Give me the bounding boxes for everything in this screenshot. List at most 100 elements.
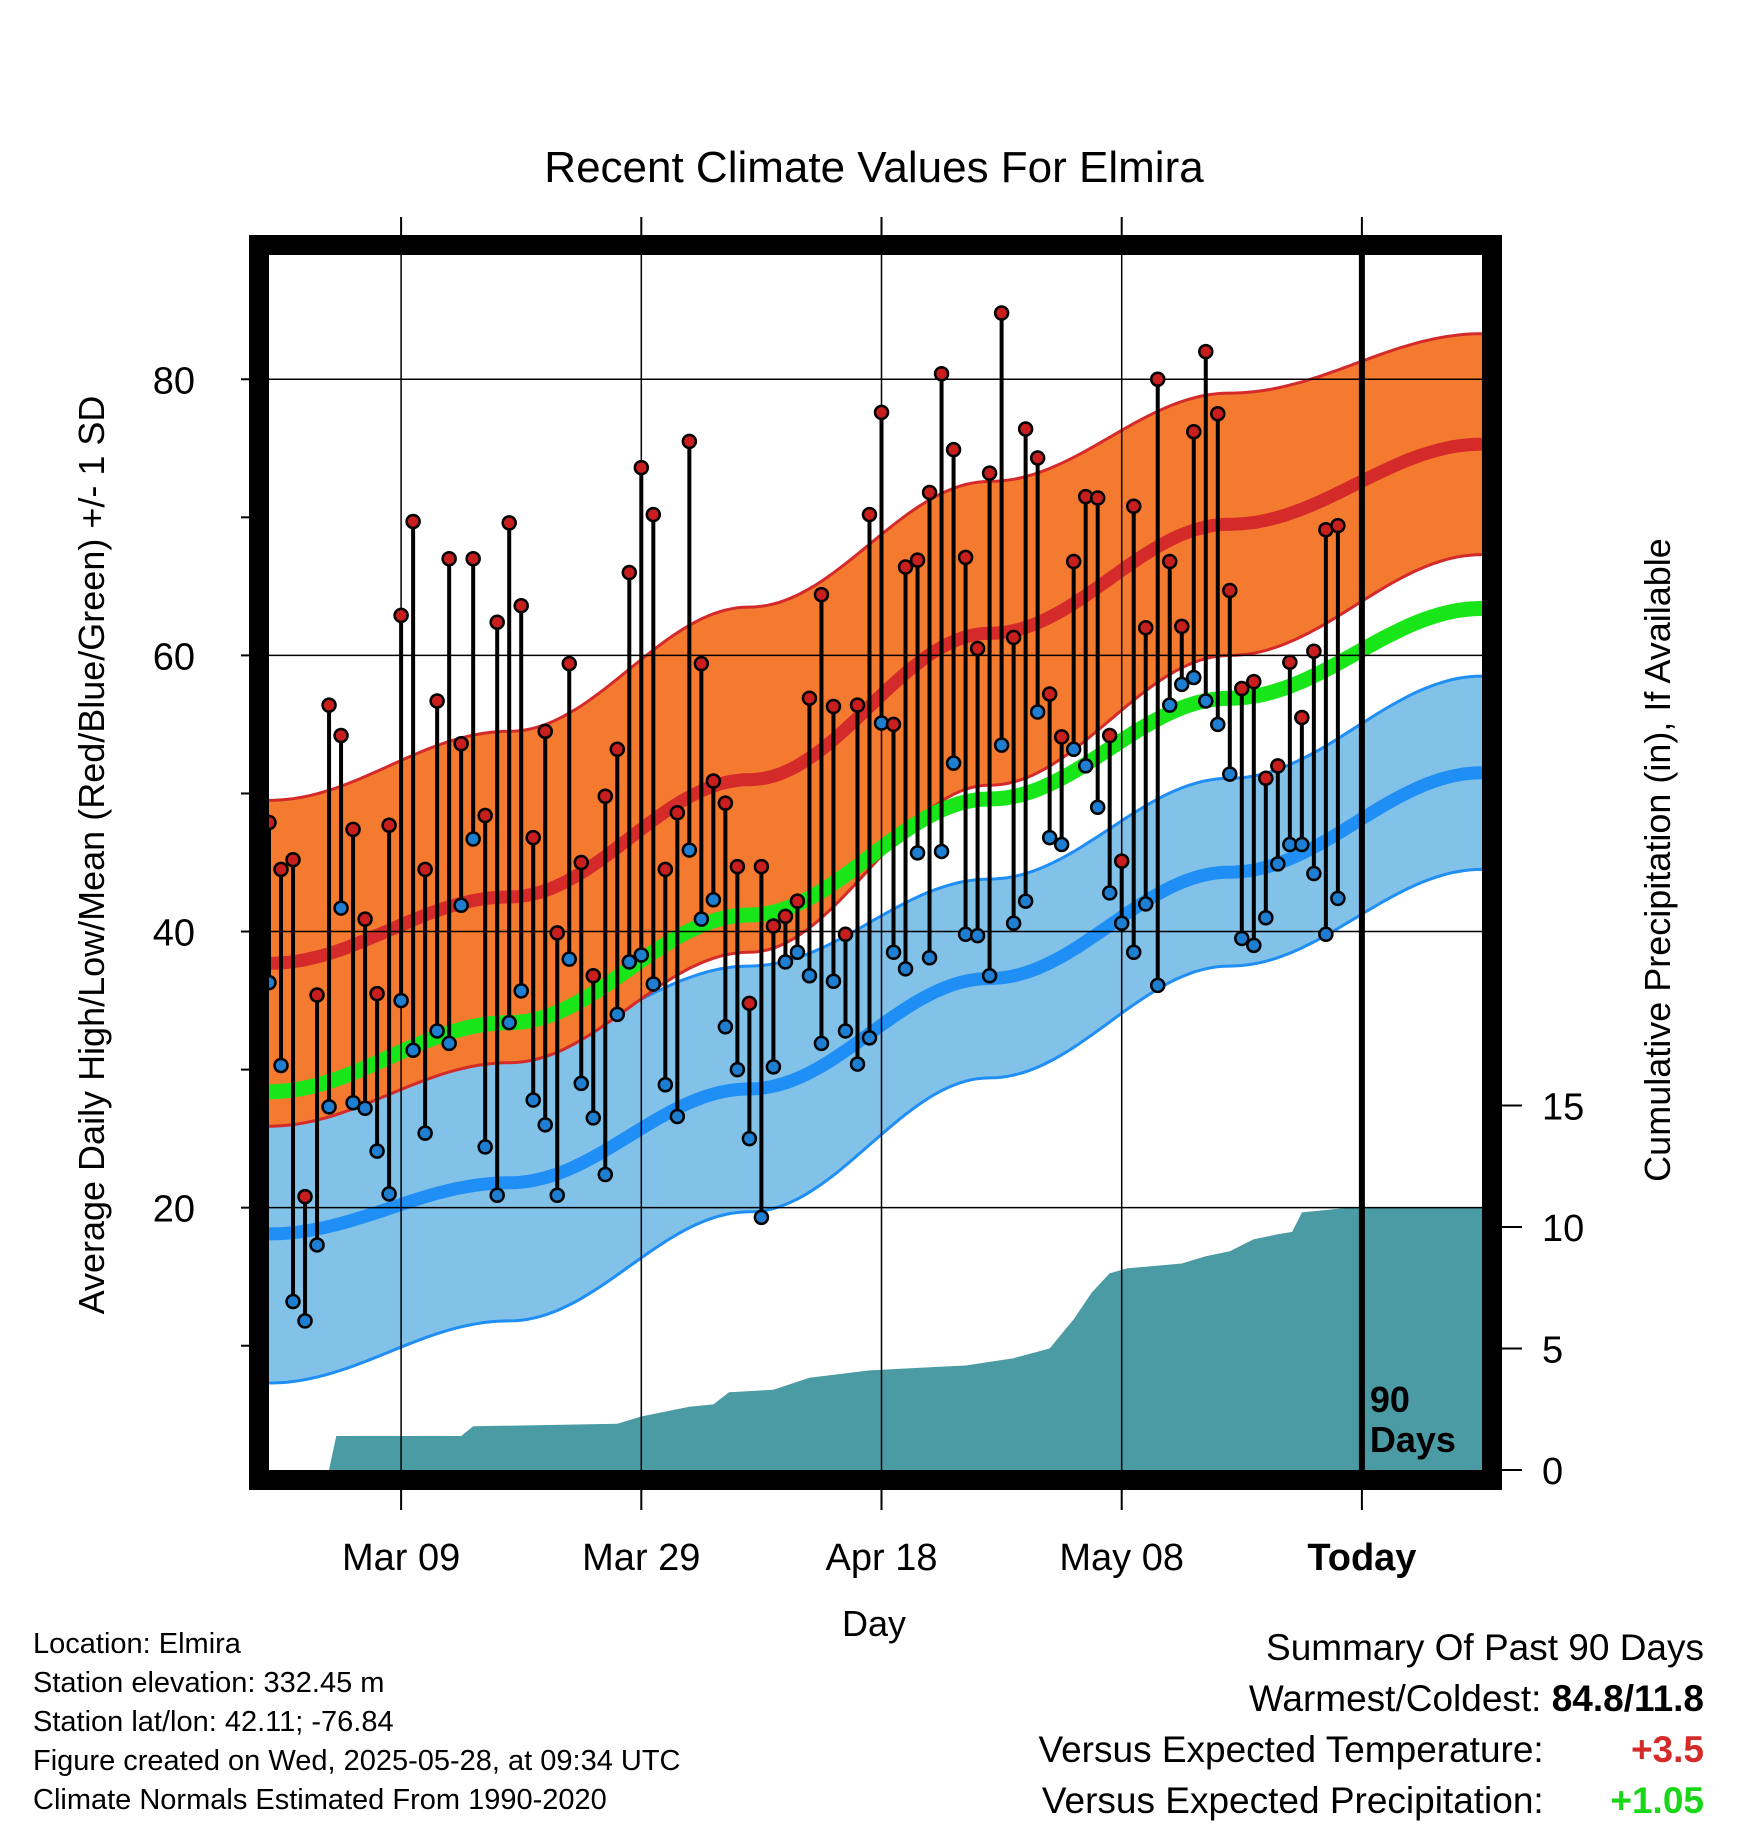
daily-high-point bbox=[1210, 406, 1226, 422]
daily-low-point bbox=[657, 1077, 674, 1093]
temp-value: +3.5 bbox=[1630, 1729, 1704, 1770]
daily-high-point bbox=[969, 640, 986, 657]
daily-low-point bbox=[921, 950, 938, 966]
precip-value: +1.05 bbox=[1610, 1780, 1704, 1821]
daily-high-point bbox=[861, 506, 878, 523]
daily-high-point bbox=[429, 693, 445, 709]
daily-low-point bbox=[1161, 697, 1178, 713]
daily-high-point bbox=[333, 727, 349, 744]
daily-low-point bbox=[525, 1092, 541, 1108]
daily-high-point bbox=[1137, 620, 1154, 636]
daily-low-point bbox=[429, 1023, 445, 1039]
x-tick-label: Today bbox=[1307, 1537, 1416, 1579]
left-axis: 20 40 60 80 bbox=[153, 360, 249, 1347]
daily-low-point bbox=[273, 1057, 289, 1074]
daily-low-point bbox=[909, 845, 926, 861]
y-tick-label: 80 bbox=[153, 360, 195, 402]
daily-low-point bbox=[1258, 909, 1274, 926]
daily-high-point bbox=[957, 549, 974, 566]
daily-high-point bbox=[753, 858, 770, 875]
daily-low-point bbox=[1270, 856, 1286, 872]
daily-high-point bbox=[633, 459, 650, 476]
precip-label: Versus Expected Precipitation: bbox=[1041, 1780, 1544, 1821]
daily-high-point bbox=[717, 795, 734, 811]
daily-high-point bbox=[1222, 582, 1238, 599]
daily-low-point bbox=[393, 992, 409, 1009]
y2-axis-label: Cumulative Precipitation (in), If Availa… bbox=[1637, 538, 1678, 1182]
daily-high-point bbox=[897, 559, 914, 575]
daily-low-point bbox=[693, 911, 710, 927]
daily-high-point bbox=[1005, 629, 1022, 646]
normal-high-line bbox=[269, 437, 1482, 970]
daily-high-point bbox=[1258, 770, 1274, 787]
daily-low-point bbox=[1113, 915, 1130, 931]
daily-high-point bbox=[657, 861, 674, 878]
daily-low-point bbox=[417, 1125, 433, 1141]
daily-high-point bbox=[1053, 729, 1070, 745]
daily-high-point bbox=[933, 365, 950, 382]
y2-tick-label: 0 bbox=[1542, 1451, 1563, 1493]
daily-low-point bbox=[621, 954, 638, 970]
daily-low-point bbox=[465, 831, 481, 847]
daily-low-point bbox=[885, 944, 902, 960]
daily-high-point bbox=[297, 1188, 313, 1205]
daily-high-point bbox=[1234, 680, 1250, 697]
cumulative-precip-area bbox=[269, 1207, 1482, 1470]
daily-low-point bbox=[1029, 704, 1046, 720]
daily-low-point bbox=[441, 1035, 457, 1052]
y2-tick-label: 5 bbox=[1542, 1330, 1563, 1372]
daily-low-point bbox=[981, 967, 998, 984]
daily-high-point bbox=[321, 697, 337, 713]
daily-low-point bbox=[585, 1110, 602, 1126]
daily-high-point bbox=[549, 925, 565, 941]
summary-temp: Versus Expected Temperature: +3.5 bbox=[1038, 1724, 1704, 1775]
summary-warm-cold: Warmest/Coldest: 84.8/11.8 bbox=[1038, 1673, 1704, 1724]
daily-high-point bbox=[681, 433, 698, 450]
daily-low-point bbox=[825, 973, 842, 989]
daily-high-point bbox=[837, 926, 854, 943]
daily-high-point bbox=[1330, 517, 1346, 534]
daily-high-point bbox=[1306, 643, 1322, 660]
daily-high-point bbox=[357, 911, 373, 927]
daily-low-point bbox=[897, 961, 914, 977]
daily-high-point bbox=[1017, 421, 1034, 437]
daily-low-point bbox=[741, 1130, 758, 1147]
y-tick-label: 60 bbox=[153, 636, 195, 678]
daily-low-point bbox=[609, 1006, 626, 1023]
info-elevation: Station elevation: 332.45 m bbox=[33, 1667, 385, 1699]
summary-panel: Summary Of Past 90 Days Warmest/Coldest:… bbox=[1038, 1622, 1704, 1826]
daily-high-point bbox=[813, 586, 830, 603]
warm-cold-value: 84.8/11.8 bbox=[1551, 1678, 1704, 1719]
daily-high-point bbox=[1089, 490, 1106, 506]
daily-high-point bbox=[801, 690, 818, 706]
daily-high-point bbox=[393, 607, 409, 624]
daily-high-point bbox=[285, 851, 301, 868]
daily-low-point bbox=[1234, 930, 1250, 947]
daily-low-point bbox=[669, 1108, 686, 1125]
daily-high-point bbox=[705, 773, 722, 789]
daily-low-point bbox=[945, 755, 962, 771]
daily-high-point bbox=[273, 861, 289, 878]
daily-high-point bbox=[993, 305, 1010, 321]
daily-low-point bbox=[1101, 885, 1118, 901]
daily-low-point bbox=[645, 976, 662, 992]
daily-high-point bbox=[1125, 498, 1142, 515]
daily-high-point bbox=[1149, 371, 1166, 388]
daily-high-point bbox=[441, 551, 457, 567]
y-axis-label: Average Daily High/Low/Mean (Red/Blue/Gr… bbox=[71, 396, 112, 1315]
daily-high-point bbox=[1029, 450, 1046, 466]
daily-low-point bbox=[489, 1187, 505, 1203]
daily-high-point bbox=[945, 441, 962, 458]
daily-low-point bbox=[1089, 799, 1106, 816]
daily-low-point bbox=[501, 1014, 517, 1031]
daily-high-point bbox=[477, 807, 493, 824]
daily-low-point bbox=[381, 1186, 397, 1202]
summary-title: Summary Of Past 90 Days bbox=[1266, 1627, 1704, 1668]
plot-area bbox=[269, 332, 1482, 1470]
daily-high-point bbox=[585, 967, 602, 984]
daily-high-point bbox=[645, 506, 662, 523]
daily-high-point bbox=[573, 854, 590, 871]
daily-low-point bbox=[1041, 829, 1058, 846]
daily-low-point bbox=[297, 1313, 313, 1329]
